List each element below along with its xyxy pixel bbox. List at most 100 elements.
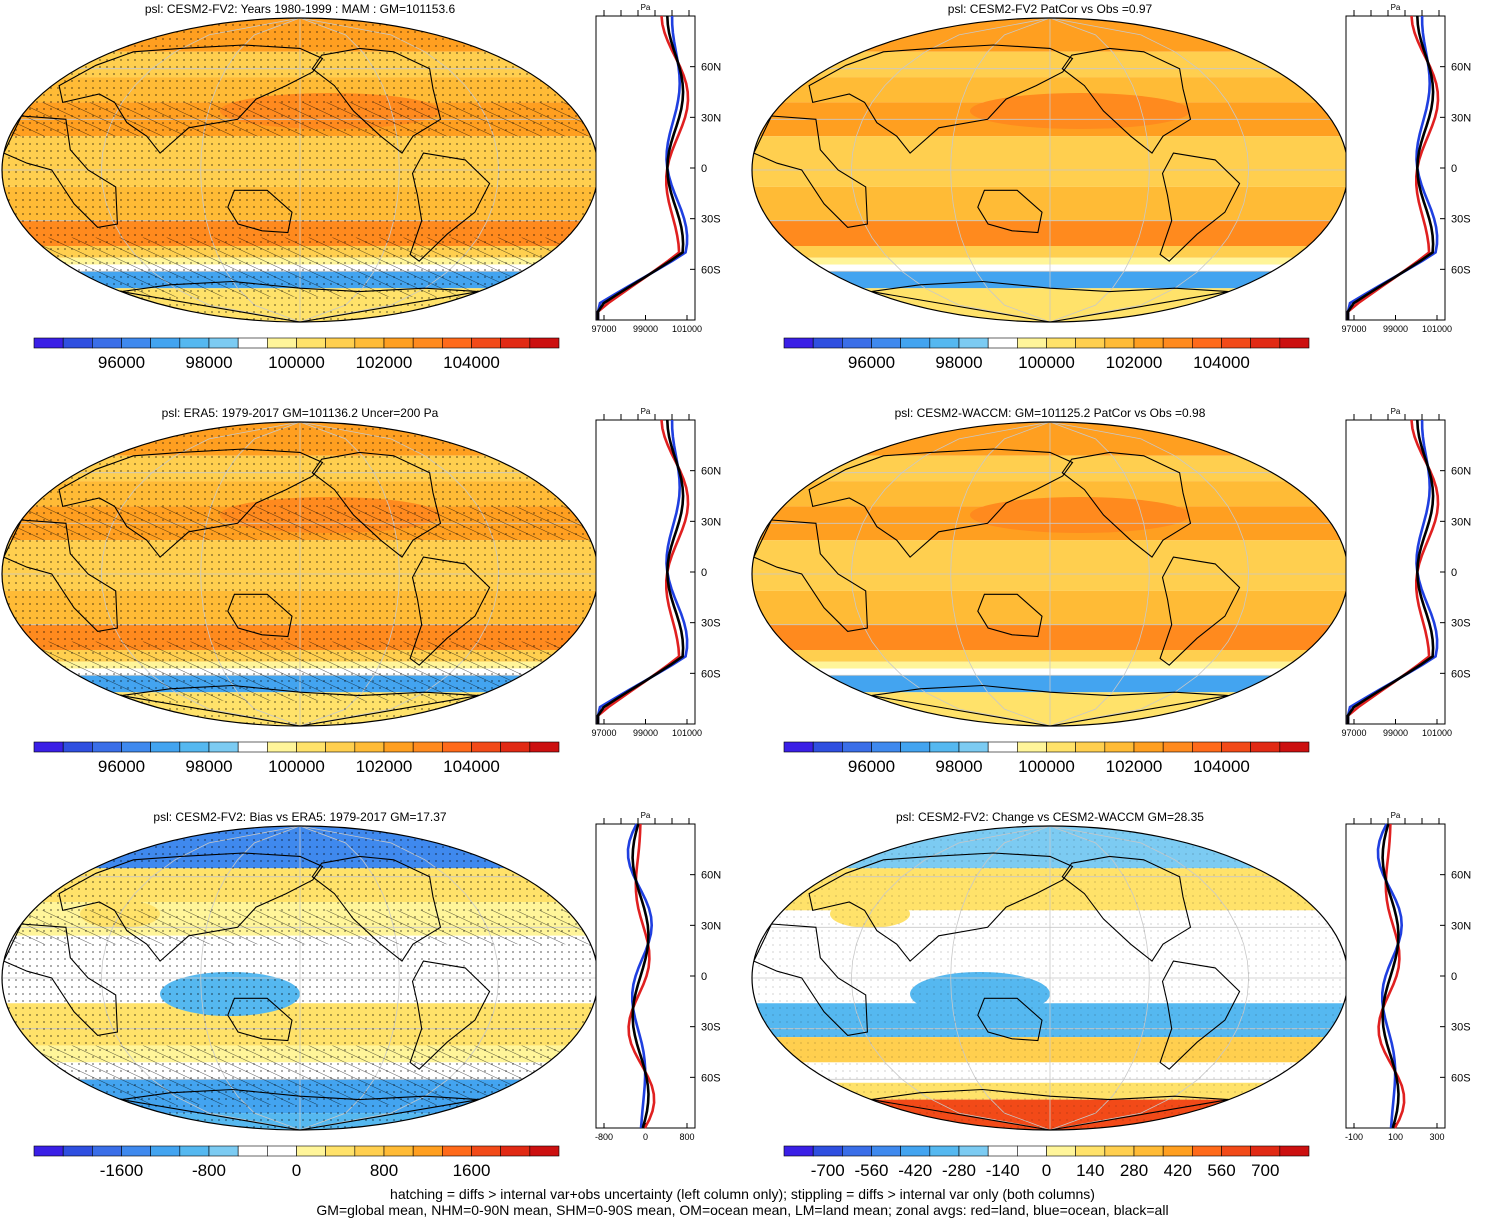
- coastline-australia: [977, 593, 1043, 638]
- colorbar-label: 104000: [1193, 757, 1250, 776]
- colorbar-swatch: [900, 741, 931, 753]
- zonal-curve: [1381, 823, 1400, 1129]
- coastline-eurasia: [808, 448, 1074, 558]
- colorbar-swatch: [1279, 337, 1310, 349]
- map-era5-abs: [1, 421, 599, 727]
- colorbar-swatch: [1279, 741, 1310, 753]
- panel-title: psl: ERA5: 1979-2017 GM=101136.2 Uncer=2…: [161, 406, 439, 420]
- colorbar-swatch: [33, 1145, 64, 1157]
- zonal-unit-label: Pa: [1391, 811, 1401, 820]
- panel-title: psl: CESM2-FV2 PatCor vs Obs =0.97: [947, 2, 1153, 16]
- graticule-lon: [950, 422, 1051, 726]
- zonal-bottom-label: 101000: [1422, 324, 1452, 334]
- zonal-profile-cesm2-fv2-patcor: Pa 60N 30N 0 30S 60S 97000 99000 101000: [1341, 3, 1471, 334]
- colorbar-swatch: [500, 337, 531, 349]
- colorbar-label: 560: [1207, 1161, 1235, 1180]
- panel-cesm2-fv2-change: psl: CESM2-FV2: Change vs CESM2-WACCM GM…: [750, 808, 1485, 1212]
- colorbar-swatch: [529, 1145, 560, 1157]
- zonal-lat-label: 30N: [1451, 516, 1471, 528]
- colorbar-label: 420: [1164, 1161, 1192, 1180]
- colorbar-swatch: [1075, 1145, 1106, 1157]
- colorbar-cesm2-fv2-abs: 96000 98000 100000 102000 104000: [33, 337, 560, 372]
- panel-cesm2-fv2-abs: psl: CESM2-FV2: Years 1980-1999 : MAM : …: [0, 0, 742, 404]
- colorbar-swatch: [121, 337, 151, 349]
- zonal-bottom-label: 97000: [591, 324, 616, 334]
- graticule-lon: [950, 18, 1051, 322]
- colorbar-swatch: [900, 337, 931, 349]
- colorbar-swatch: [842, 337, 872, 349]
- colorbar-swatch: [1133, 1145, 1164, 1157]
- colorbar-swatch: [842, 1145, 872, 1157]
- zonal-bottom-label: 101000: [1422, 728, 1452, 738]
- zonal-curve: [1376, 823, 1404, 1129]
- zonal-lat-label: 60S: [701, 1072, 721, 1084]
- zonal-lat-label: 60N: [1451, 466, 1471, 478]
- hatching-overlay-nh: [9, 102, 591, 137]
- colorbar-swatch: [1075, 741, 1106, 753]
- coastline-africa: [753, 519, 868, 632]
- colorbar-label: 98000: [185, 757, 232, 776]
- zonal-lat-label: 60S: [1451, 668, 1471, 680]
- colorbar-swatch: [1192, 741, 1222, 753]
- colorbar-swatch: [529, 337, 560, 349]
- colorbar-swatch: [471, 741, 501, 753]
- colorbar-swatch: [1221, 1145, 1251, 1157]
- colorbar-swatch: [267, 1145, 297, 1157]
- zonal-bottom-label: 97000: [1341, 324, 1366, 334]
- coastline-s-america: [1159, 152, 1241, 262]
- zonal-curve: [627, 823, 656, 1129]
- colorbar-swatch: [179, 337, 210, 349]
- zonal-bottom-label: 100: [1388, 1132, 1403, 1142]
- zonal-bottom-label: 101000: [672, 728, 702, 738]
- colorbar-label: 0: [292, 1161, 301, 1180]
- colorbar-swatch: [812, 1145, 843, 1157]
- zonal-lat-label: 0: [701, 971, 707, 983]
- colorbar-swatch: [987, 741, 1018, 753]
- colorbar-swatch: [121, 741, 151, 753]
- zonal-bottom-label: 99000: [633, 728, 658, 738]
- hatching-overlay-sh: [33, 641, 567, 701]
- colorbar-swatch: [179, 1145, 210, 1157]
- colorbar-label: 100000: [268, 353, 325, 372]
- colorbar-label: 98000: [185, 353, 232, 372]
- map-cesm2-fv2-bias: [1, 825, 599, 1131]
- zonal-profile-cesm2-waccm-abs: Pa 60N 30N 0 30S 60S 97000 99000 101000: [1341, 407, 1471, 738]
- zonal-profile-cesm2-fv2-bias: Pa 60N 30N 0 30S 60S -800 0 800: [595, 811, 721, 1142]
- zonal-lat-label: 30N: [701, 112, 721, 124]
- zonal-lat-label: 30N: [1451, 920, 1471, 932]
- graticule-lon: [850, 18, 1051, 322]
- colorbar-swatch: [354, 741, 385, 753]
- colorbar-label: -1600: [100, 1161, 143, 1180]
- zonal-lat-label: 60N: [1451, 62, 1471, 74]
- colorbar-label: 104000: [443, 353, 500, 372]
- colorbar-swatch: [442, 741, 472, 753]
- colorbar-swatch: [1104, 741, 1135, 753]
- hatching-overlay-sh: [33, 237, 567, 297]
- zonal-curve: [1377, 823, 1406, 1129]
- zonal-lat-label: 60N: [701, 870, 721, 882]
- colorbar-swatch: [296, 337, 326, 349]
- coastline-australia: [977, 189, 1043, 234]
- zonal-lat-label: 0: [701, 163, 707, 175]
- zonal-lat-label: 60S: [701, 264, 721, 276]
- zonal-lat-label: 30S: [701, 214, 721, 226]
- coastline-africa: [753, 115, 868, 228]
- footer-note-legend: GM=global mean, NHM=0-90N mean, SHM=0-90…: [316, 1202, 1169, 1218]
- colorbar-cesm2-fv2-change: -700 -560 -420 -280 -140 0 140 280 420 560 700: [783, 1145, 1310, 1180]
- panel-title: psl: CESM2-FV2: Years 1980-1999 : MAM : …: [144, 2, 456, 16]
- colorbar-label: 96000: [848, 353, 895, 372]
- colorbar-swatch: [1162, 337, 1193, 349]
- coastline-eurasia: [808, 44, 1074, 154]
- zonal-lat-label: 0: [701, 567, 707, 579]
- zonal-curve: [596, 15, 685, 320]
- zonal-profile-era5-abs: Pa 60N 30N 0 30S 60S 97000 99000 101000: [591, 407, 721, 738]
- colorbar-swatch: [179, 741, 210, 753]
- colorbar-swatch: [842, 741, 872, 753]
- colorbar-cesm2-fv2-bias: -1600 -800 0 800 1600: [33, 1145, 560, 1180]
- colorbar-swatch: [1221, 337, 1251, 349]
- colorbar-swatch: [150, 741, 181, 753]
- colorbar-label: 96000: [98, 353, 145, 372]
- colorbar-swatch: [208, 1145, 239, 1157]
- zonal-lat-label: 0: [1451, 971, 1457, 983]
- zonal-bottom-label: -100: [1345, 1132, 1363, 1142]
